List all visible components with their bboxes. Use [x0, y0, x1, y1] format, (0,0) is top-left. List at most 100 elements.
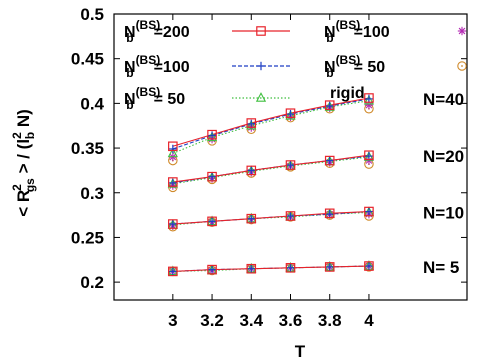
data-point	[246, 165, 257, 176]
series-lines	[172, 97, 370, 272]
y-tick-label: 0.5	[80, 5, 104, 24]
data-point	[324, 100, 335, 110]
data-point	[207, 264, 217, 275]
data-point	[324, 155, 335, 166]
data-point	[364, 207, 374, 216]
y-tick-label: 0.25	[71, 228, 104, 247]
data-point	[363, 94, 375, 105]
data-point	[325, 156, 334, 165]
data-point	[285, 263, 296, 273]
data-point	[246, 119, 257, 130]
series-line	[172, 98, 370, 150]
data-point	[207, 172, 217, 181]
data-point	[364, 150, 374, 161]
y-label-sub: gs	[23, 178, 37, 192]
data-point	[285, 108, 296, 119]
data-point	[168, 141, 178, 152]
series-markers	[167, 93, 375, 277]
data-point	[364, 206, 374, 217]
legend-rigid-label: rigid	[330, 85, 365, 102]
legend-label: N(BS) b =100	[324, 18, 390, 45]
legend-marker-d2	[458, 27, 466, 35]
y-tick-label: 0.4	[80, 94, 104, 113]
data-point	[168, 219, 178, 229]
data-point	[285, 211, 296, 221]
y-tick-label: 0.2	[80, 273, 104, 292]
data-point	[168, 144, 178, 154]
data-point	[168, 177, 178, 187]
data-point	[286, 160, 295, 170]
x-axis-label: T	[295, 342, 306, 361]
data-point	[324, 262, 335, 272]
x-tick-label: 4	[364, 311, 374, 330]
data-point	[246, 118, 257, 128]
y-label-sup: 2	[10, 184, 24, 191]
data-point	[207, 171, 217, 182]
group-labels: N=40 N=20 N=10 N= 5	[423, 90, 464, 277]
data-point	[207, 216, 217, 227]
data-point	[168, 266, 178, 277]
group-label: N= 5	[423, 258, 459, 277]
group-label: N=40	[423, 90, 464, 109]
data-point	[207, 265, 217, 274]
legend-marker-ring	[457, 61, 467, 71]
legend-marker	[255, 92, 267, 102]
legend-marker	[256, 61, 266, 71]
legend-label: N(BS) b = 50	[124, 85, 185, 112]
legend-label: N(BS) b =200	[124, 18, 190, 45]
x-tick-label: 3	[168, 311, 177, 330]
y-axis-label: < R2gs > / (l2b N)	[10, 109, 37, 217]
data-point	[246, 213, 257, 224]
axis-ticks: 3 3.2 3.4 3.6 3.8 4 0.2 0.25 0.3 0.35 0.4 0.45 0.5	[71, 5, 467, 330]
legend-marker	[256, 26, 266, 36]
data-point	[168, 219, 178, 229]
y-label-open: < R	[14, 190, 33, 217]
data-point	[325, 262, 334, 272]
y-label-mid: > / (l	[14, 139, 33, 178]
series-line	[172, 210, 369, 225]
series-line	[172, 100, 370, 154]
group-label: N=20	[423, 147, 464, 166]
y-tick-label: 0.45	[71, 50, 104, 69]
legend-marker-dot	[461, 65, 463, 67]
data-point-d2	[365, 101, 373, 109]
data-point	[247, 214, 256, 223]
data-point	[207, 217, 217, 226]
x-tick-label: 3.4	[239, 311, 263, 330]
series-line	[172, 265, 369, 272]
x-tick-label: 3.6	[279, 311, 303, 330]
svg-text:< R2gs > / (l2b N): < R2gs > / (l2b N)	[10, 109, 37, 217]
data-point	[286, 263, 295, 273]
legend-marker	[457, 26, 467, 36]
series-line	[172, 156, 370, 185]
data-point	[364, 261, 374, 271]
data-point	[324, 208, 335, 219]
y-label-sub2: b	[23, 132, 37, 139]
data-point	[364, 261, 374, 271]
legend: N(BS) b =200 N(BS) b =100 N(BS) b = 50 N(BS) b =100…	[124, 18, 467, 112]
legend-label: N(BS) b =100	[124, 53, 190, 80]
x-tick-label: 3.8	[318, 311, 342, 330]
data-point	[285, 160, 296, 170]
series-line	[172, 97, 370, 147]
data-point	[247, 166, 256, 175]
x-tick-label: 3.2	[200, 311, 224, 330]
plot-frame	[113, 13, 468, 301]
series-line	[172, 211, 369, 226]
legend-marker	[457, 61, 467, 71]
y-label-close: N)	[14, 109, 33, 132]
series-line	[172, 154, 370, 183]
y-tick-label: 0.35	[71, 139, 104, 158]
data-point	[207, 129, 217, 140]
data-point	[206, 131, 218, 142]
data-point	[246, 263, 257, 274]
data-point	[247, 264, 256, 273]
data-point	[286, 211, 295, 221]
data-point	[168, 267, 178, 276]
legend-label: N(BS) b = 50	[324, 53, 385, 80]
data-point	[285, 110, 296, 120]
data-point	[364, 93, 374, 103]
data-point	[167, 147, 178, 158]
group-label: N=10	[423, 204, 464, 223]
